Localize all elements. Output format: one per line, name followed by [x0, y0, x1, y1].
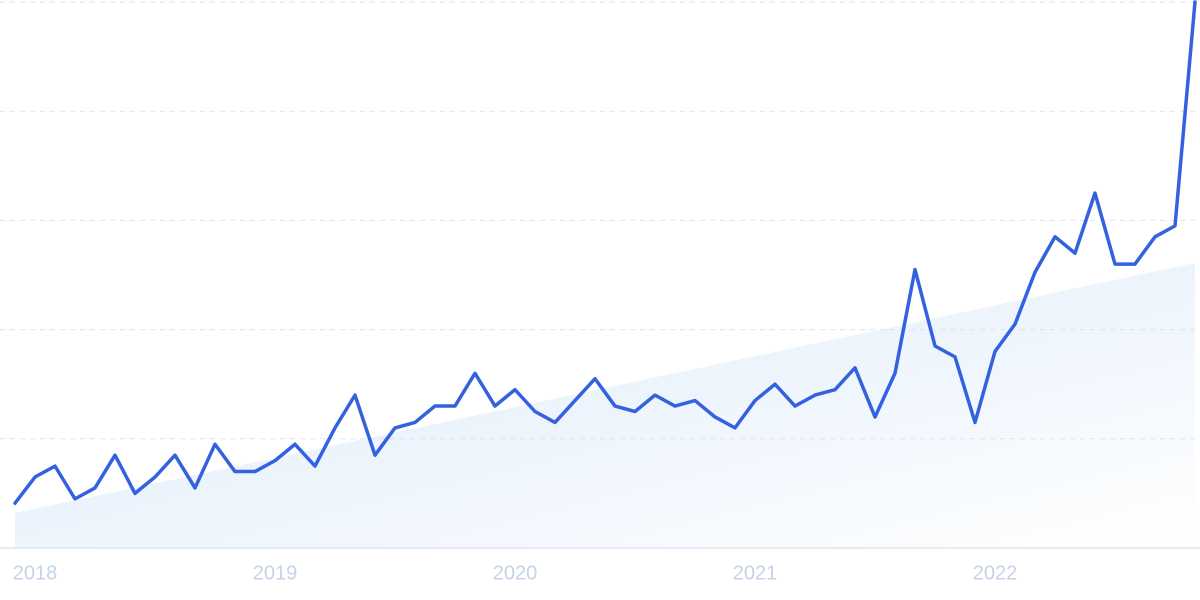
- x-tick-label: 2019: [253, 562, 298, 584]
- x-tick-label: 2022: [973, 562, 1018, 584]
- x-tick-label: 2020: [493, 562, 538, 584]
- x-tick-label: 2021: [733, 562, 778, 584]
- x-tick-label: 2018: [13, 562, 58, 584]
- trend-line: [13, 0, 1197, 505]
- trend-area: [15, 262, 1195, 548]
